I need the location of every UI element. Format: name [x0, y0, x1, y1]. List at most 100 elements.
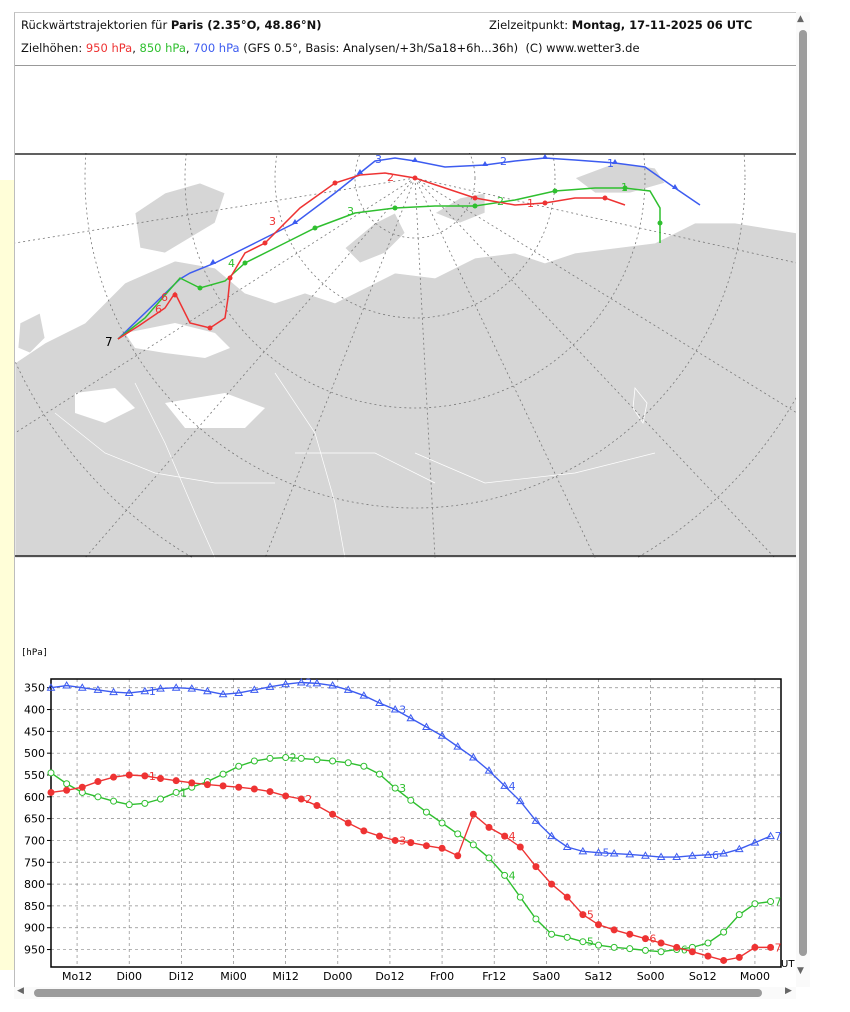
series-point [485, 854, 493, 862]
series-point [235, 762, 243, 770]
y-tick-label: 600 [24, 791, 45, 804]
series-day-label: 2 [305, 676, 312, 689]
series-point [187, 684, 197, 692]
x-tick-label: So12 [689, 970, 717, 981]
series-point [641, 935, 649, 943]
series-point [249, 685, 259, 693]
series-point [312, 678, 322, 687]
level-700-label: 700 hPa [193, 41, 240, 55]
series-day-label: 3 [399, 704, 406, 717]
series-point [250, 785, 258, 793]
series-point [641, 851, 650, 859]
title-line: Rückwärtstrajektorien für Paris (2.35°O,… [21, 19, 321, 32]
series-point [140, 686, 150, 695]
country-borders [54, 372, 656, 558]
series-point [141, 772, 149, 780]
vertical-scrollbar-thumb[interactable] [799, 30, 807, 956]
series-point [47, 788, 55, 796]
series-point [469, 810, 477, 818]
series-point [704, 939, 712, 947]
trajectory-map: 3 2 1 2 3 1 3 2 1 4 6 6 7 [15, 153, 797, 558]
series-point [469, 841, 477, 849]
series-point [626, 930, 634, 938]
x-tick-label: Fr12 [482, 970, 506, 981]
trajectory-start-label: 7 [105, 335, 113, 349]
series-point [93, 685, 103, 693]
series-point [687, 851, 697, 859]
scroll-down-arrow-icon[interactable]: ▼ [797, 966, 804, 976]
y-tick-label: 950 [24, 944, 45, 957]
series-point [579, 938, 587, 946]
series-day-label: 7 [775, 896, 782, 909]
series-point [296, 677, 306, 686]
series-point [484, 766, 494, 774]
series-point [657, 948, 665, 956]
series-point [422, 842, 430, 850]
chart-frame [50, 678, 782, 968]
series-point [454, 852, 462, 860]
trajectory-paths: 3 2 1 2 3 1 3 2 1 4 6 6 7 [105, 153, 701, 349]
svg-text:1: 1 [607, 157, 614, 170]
series-day-label: 5 [603, 847, 610, 860]
x-tick-label: Do00 [323, 970, 352, 981]
series-point [344, 819, 352, 827]
trajectory-700-path [117, 157, 701, 340]
trajectory-700-markers [210, 154, 678, 264]
scroll-left-arrow-icon[interactable]: ◀ [17, 986, 24, 996]
series-point [266, 788, 274, 796]
series-point [673, 943, 681, 951]
series-point [468, 753, 478, 761]
target-time-line: Zielzeitpunkt: Montag, 17-11-2025 06 UTC [489, 19, 752, 32]
y-tick-label: 450 [24, 725, 45, 738]
series-point [157, 774, 164, 782]
series-point [281, 679, 291, 688]
series-point [422, 722, 431, 730]
series-point [407, 796, 415, 804]
sidebar-highlight [0, 180, 14, 970]
svg-text:2: 2 [500, 155, 507, 168]
series-day-label: 2 [290, 752, 297, 765]
series-point [766, 831, 775, 840]
y-tick-label: 650 [24, 813, 45, 826]
trajectory-figure: Rückwärtstrajektorien für Paris (2.35°O,… [14, 12, 797, 988]
x-tick-label: Mi12 [272, 970, 299, 981]
series-point [767, 943, 775, 951]
series-day-label: 4 [509, 780, 516, 793]
series-point [751, 943, 759, 951]
series-point [266, 754, 274, 762]
y-tick-label: 750 [24, 856, 45, 869]
series-point [437, 731, 447, 739]
series-point [657, 939, 665, 947]
inland-seas [75, 323, 265, 428]
series-point [750, 838, 760, 846]
series-point [610, 926, 618, 934]
series-point [375, 698, 384, 706]
series-point [188, 779, 196, 787]
series-point [218, 689, 228, 698]
series-point [751, 900, 759, 908]
y-tick-label: 400 [24, 704, 45, 717]
series-point [516, 893, 524, 901]
series-line [50, 756, 771, 953]
series-point [595, 941, 602, 949]
series-point [157, 795, 164, 803]
series-point [625, 849, 635, 858]
series-point [313, 802, 321, 810]
x-tick-label: Sa12 [585, 970, 613, 981]
series-point [407, 839, 415, 847]
horizontal-scrollbar-thumb[interactable] [34, 989, 762, 997]
series-point [124, 688, 134, 696]
series-point [704, 952, 712, 960]
svg-text:4: 4 [228, 257, 235, 270]
series-point [94, 793, 102, 801]
x-tick-label: Mo12 [62, 970, 92, 981]
scroll-right-arrow-icon[interactable]: ▶ [785, 986, 792, 996]
series-point [172, 777, 180, 785]
series-point [109, 687, 118, 696]
heights-line: Zielhöhen: 950 hPa, 850 hPa, 700 hPa (GF… [21, 41, 640, 55]
svg-text:3: 3 [269, 215, 276, 228]
series-point [594, 848, 603, 856]
series-point [391, 784, 399, 792]
series-point [406, 713, 416, 722]
scroll-up-arrow-icon[interactable]: ▲ [797, 14, 804, 24]
